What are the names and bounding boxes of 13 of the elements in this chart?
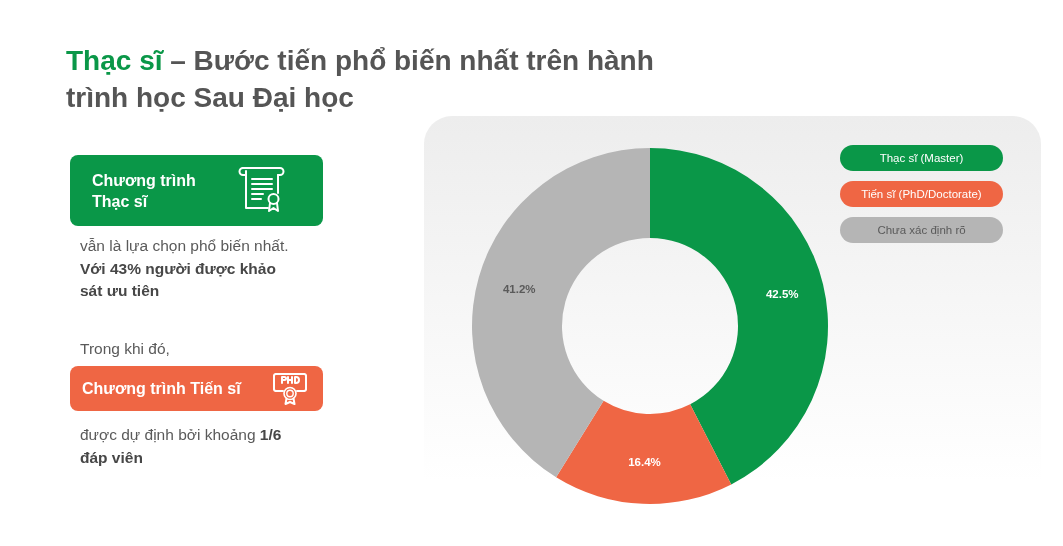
data-label: 16.4% bbox=[628, 455, 661, 468]
chart-title: Thạc sĩ – Bước tiến phổ biến nhất trên hành trình học Sau Đại học bbox=[66, 44, 655, 115]
data-label: 41.2% bbox=[502, 282, 536, 295]
banner: Chương trình Tiến sĩ bbox=[70, 366, 323, 411]
text: Với 43% người được khảo sát ưu tiên bbox=[80, 258, 277, 301]
text: được dự định bởi khoảng bbox=[80, 426, 256, 443]
text: vẫn là lựa chọn phổ biến nhất. bbox=[80, 236, 290, 256]
text: Trong khi đó, bbox=[80, 340, 170, 357]
data-label: 42.5% bbox=[765, 288, 799, 301]
legend-label: Chưa xác định rõ bbox=[877, 217, 966, 243]
legend-label: Thạc sĩ (Master) bbox=[879, 145, 964, 171]
banner: Chương trình Thạc sĩ bbox=[70, 155, 323, 226]
legend-label: Tiến sĩ (PhD/Doctorate) bbox=[861, 181, 982, 207]
